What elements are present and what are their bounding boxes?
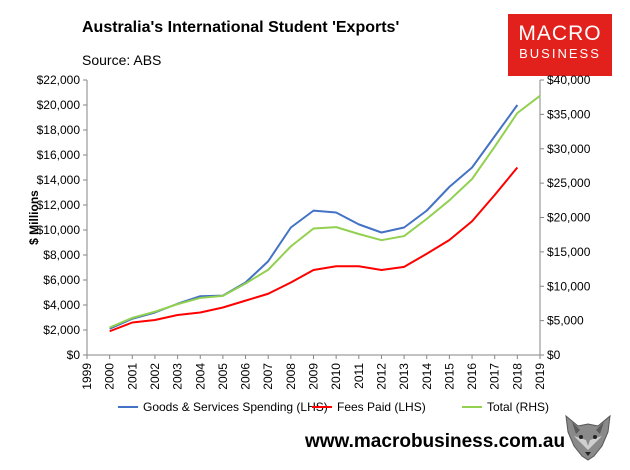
right-tick-label: $10,000 [547,279,591,293]
x-tick-label: 2012 [374,363,388,390]
left-tick-label: $4,000 [43,298,80,312]
left-tick-label: $10,000 [37,223,81,237]
right-tick-label: $20,000 [547,211,591,225]
legend-goods-services-label: Goods & Services Spending (LHS) [143,400,328,414]
x-tick-label: 2008 [284,363,298,390]
right-tick-label: $40,000 [547,73,591,87]
x-tick-label: 2013 [397,363,411,390]
wolf-icon [565,414,611,461]
x-tick-label: 2005 [216,363,230,390]
left-tick-label: $22,000 [37,73,81,87]
left-tick-label: $8,000 [43,248,80,262]
x-tick-label: 2003 [171,363,185,390]
logo-line-1: MACRO [518,22,602,45]
right-tick-label: $25,000 [547,176,591,190]
left-tick-label: $2,000 [43,323,80,337]
y-axis-label: $ Millions [27,190,41,245]
chart-title: Australia's International Student 'Expor… [82,19,400,36]
x-tick-label: 2011 [352,363,366,389]
left-tick-label: $0 [67,348,81,362]
right-tick-label: $30,000 [547,142,591,156]
x-tick-label: 2007 [261,363,275,390]
x-tick-label: 2000 [103,363,117,390]
macrobusiness-logo: MACRO BUSINESS [508,14,612,76]
x-tick-label: 2002 [148,363,162,390]
left-tick-label: $20,000 [37,98,81,112]
right-tick-label: $15,000 [547,245,591,259]
legend-total-label: Total (RHS) [487,400,549,414]
logo-line-2: BUSINESS [519,46,601,61]
right-tick-label: $5,000 [547,314,584,328]
right-tick-label: $0 [547,348,561,362]
x-tick-label: 2017 [488,363,502,390]
x-tick-label: 2019 [533,363,547,390]
left-tick-label: $16,000 [37,148,81,162]
series-line-goods-services [109,104,519,330]
left-tick-label: $12,000 [37,198,81,212]
right-tick-label: $35,000 [547,107,591,121]
x-tick-label: 2016 [465,363,479,390]
x-tick-label: 2006 [239,363,253,390]
x-tick-label: 2001 [125,363,139,390]
series-line-fees-paid [109,166,519,333]
x-tick-label: 1999 [80,363,94,390]
left-tick-label: $14,000 [37,173,81,187]
x-tick-label: 2004 [193,363,207,390]
x-tick-label: 2010 [329,363,343,390]
series-line-total [109,95,541,329]
chart-subtitle: Source: ABS [82,52,162,68]
x-tick-label: 2014 [420,363,434,390]
left-tick-label: $18,000 [37,123,81,137]
x-tick-label: 2009 [307,363,321,390]
x-tick-label: 2018 [510,363,524,390]
x-tick-label: 2015 [442,363,456,390]
left-tick-label: $6,000 [43,273,80,287]
legend-fees-paid-label: Fees Paid (LHS) [337,400,426,414]
footer-url: www.macrobusiness.com.au [305,431,566,452]
